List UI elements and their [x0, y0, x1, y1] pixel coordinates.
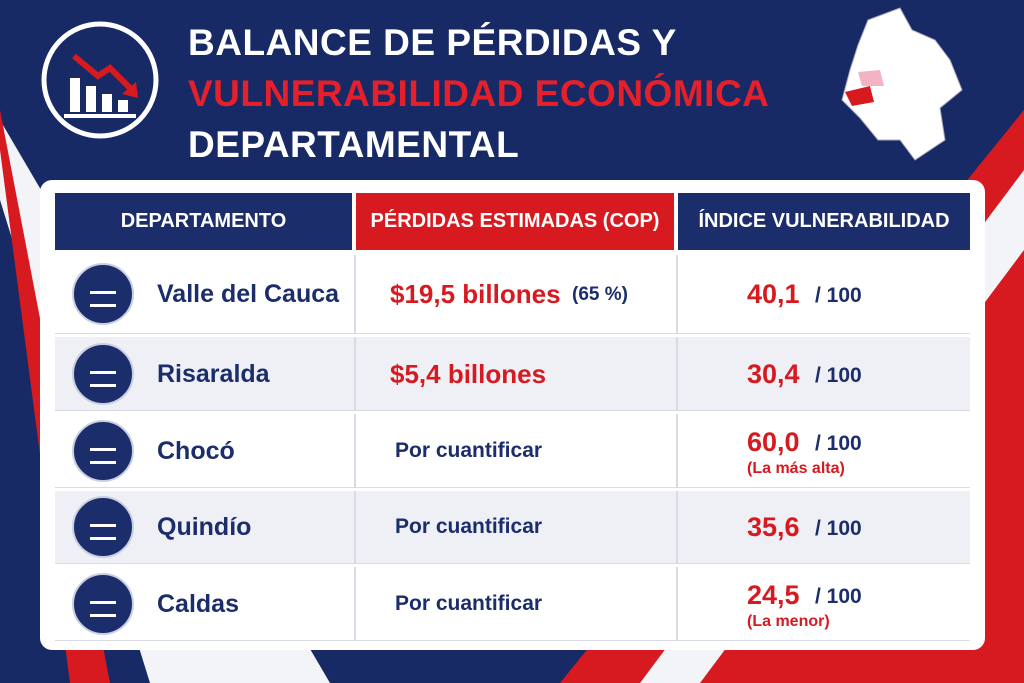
divider — [676, 567, 678, 640]
icon — [72, 342, 134, 405]
divider — [676, 255, 678, 333]
divider — [354, 337, 356, 410]
divider — [354, 567, 356, 640]
icon-glyph — [90, 600, 116, 617]
index-scale: / 100 — [815, 431, 862, 455]
losses: Por cuantificar — [395, 438, 543, 462]
losses: $5,4 billones — [390, 358, 547, 389]
divider — [354, 491, 356, 563]
title-line: VULNERABILIDAD ECONÓMICA — [188, 73, 770, 114]
index-value: 35,6 — [747, 512, 800, 542]
department: Risaralda — [157, 359, 270, 388]
divider — [354, 414, 356, 487]
index-scale: / 100 — [815, 284, 862, 307]
column-header: ÍNDICE VULNERABILIDAD — [678, 193, 970, 250]
divider — [676, 414, 678, 487]
department: Caldas — [157, 589, 239, 618]
index-scale: / 100 — [815, 584, 862, 608]
table-row: Quindío Por cuantificar 35,6 / 100 — [55, 491, 970, 564]
divider — [676, 337, 678, 410]
losses: $19,5 billones — [390, 279, 561, 309]
department: Quindío — [157, 513, 252, 541]
index-note: (La menor) — [747, 612, 830, 630]
title-line: DEPARTAMENTAL — [188, 124, 520, 165]
index-value: 30,4 — [747, 358, 800, 389]
losses: Por cuantificar — [395, 591, 543, 615]
department: Valle del Cauca — [157, 280, 340, 308]
losses-share: (65 %) — [572, 284, 628, 305]
index-value: 60,0 — [747, 426, 800, 457]
icon — [72, 572, 134, 635]
divider — [354, 255, 356, 333]
column-header: DEPARTAMENTO — [55, 193, 352, 250]
table-row: Valle del Cauca $19,5 billones (65 %) 40,1 /… — [55, 255, 970, 334]
icon-glyph — [90, 447, 116, 464]
department: Chocó — [157, 436, 235, 465]
divider — [676, 491, 678, 563]
index-value: 24,5 — [747, 579, 800, 610]
icon — [72, 263, 134, 325]
icon — [72, 496, 134, 558]
icon — [72, 419, 134, 482]
table-row: Chocó Por cuantificar 60,0 / 100 (La más alt… — [55, 414, 970, 488]
icon-glyph — [90, 291, 116, 307]
title-line: BALANCE DE PÉRDIDAS Y — [188, 22, 677, 63]
icon-glyph — [90, 524, 116, 540]
losses: Por cuantificar — [395, 515, 543, 538]
column-header: PÉRDIDAS ESTIMADAS (COP) — [356, 193, 674, 250]
table-row: Risaralda $5,4 billones 30,4 / 100 — [55, 337, 970, 411]
index-note: (La más alta) — [747, 459, 845, 477]
table-row: Caldas Por cuantificar 24,5 / 100 (La menor) — [55, 567, 970, 641]
index-scale: / 100 — [815, 363, 862, 387]
index-scale: / 100 — [815, 517, 862, 540]
index-value: 40,1 — [747, 279, 800, 309]
icon-glyph — [90, 370, 116, 387]
